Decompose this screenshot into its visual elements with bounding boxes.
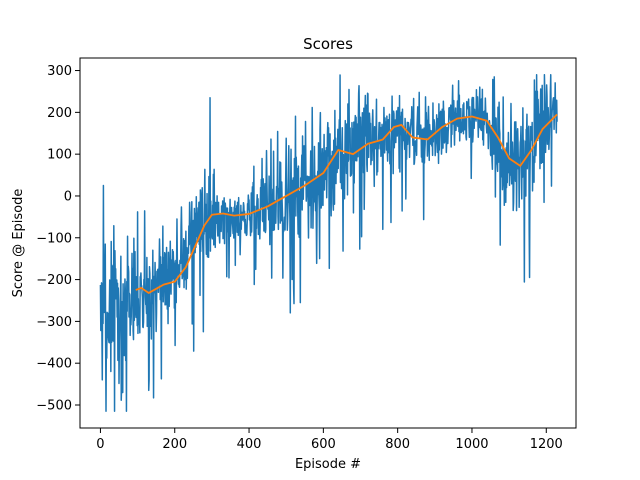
y-axis-label: Score @ Episode xyxy=(11,189,26,298)
x-tick-label: 1200 xyxy=(530,437,563,452)
x-tick-label: 600 xyxy=(311,437,336,452)
y-tick-label: 100 xyxy=(47,148,72,163)
y-tick-label: −100 xyxy=(36,231,72,246)
y-tick-label: −500 xyxy=(36,399,72,414)
scores-series-line xyxy=(99,73,558,413)
y-tick-label: 200 xyxy=(47,106,72,121)
moving-average-line xyxy=(135,113,558,294)
x-tick-label: 800 xyxy=(385,437,410,452)
axes-layer: 0 200 400 600 800 1000 1200−500−400−300−200−10… xyxy=(36,64,563,452)
y-tick-label: 300 xyxy=(47,64,72,79)
plot-frame xyxy=(79,57,577,429)
plot-area xyxy=(80,58,576,428)
x-tick-label: 0 xyxy=(96,437,104,452)
y-tick-label: 0 xyxy=(64,189,72,204)
y-tick-label: −300 xyxy=(36,315,72,330)
chart-title: Scores xyxy=(303,35,353,53)
x-tick-label: 1000 xyxy=(455,437,488,452)
series-layer xyxy=(99,73,558,413)
x-tick-label: 200 xyxy=(162,437,187,452)
x-tick-label: 400 xyxy=(237,437,262,452)
y-tick-label: −400 xyxy=(36,357,72,372)
x-axis-label: Episode # xyxy=(295,457,361,472)
y-tick-label: −200 xyxy=(36,273,72,288)
